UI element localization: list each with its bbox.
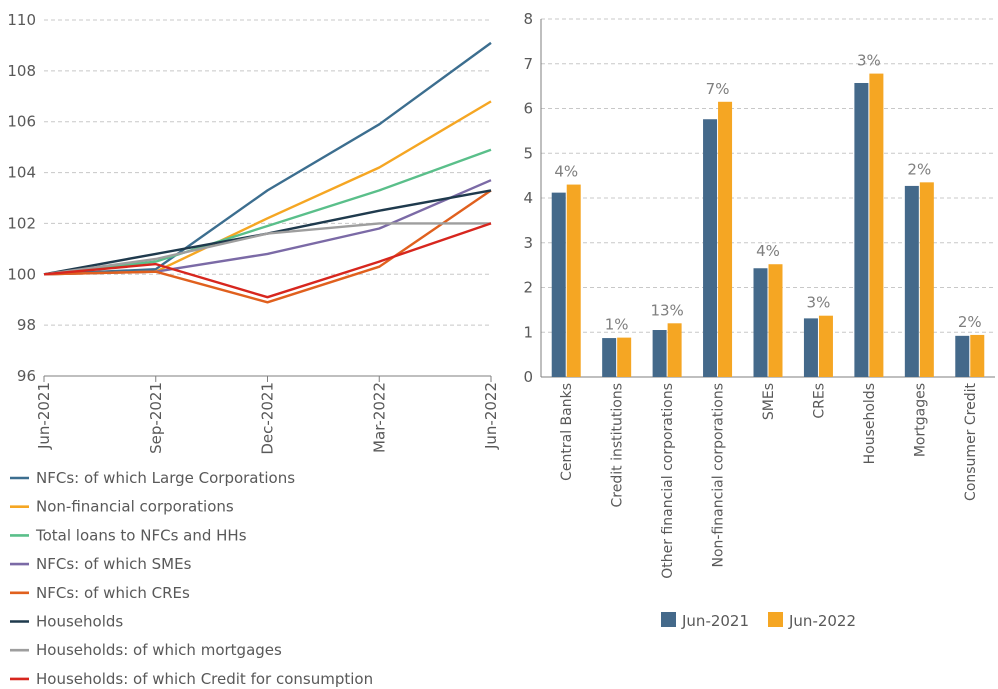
- bar-jun-2021: [803, 318, 818, 377]
- series-line-2: [43, 100, 492, 276]
- bar-jun-2022: [869, 73, 884, 377]
- y-tick-label: 96: [17, 367, 36, 385]
- y-tick-label: 106: [7, 113, 36, 131]
- series-line-7: [43, 222, 491, 276]
- legend-label: Total loans to NFCs and HHs: [35, 526, 247, 544]
- y-tick-label: 104: [7, 164, 36, 182]
- series-line-8: [43, 222, 492, 299]
- bar-jun-2021: [652, 330, 667, 377]
- bar-jun-2021: [703, 119, 718, 378]
- y-tick-label: 8: [523, 10, 533, 28]
- x-category-label: Central Banks: [559, 383, 575, 481]
- x-tick-label: Jun-2021: [35, 382, 53, 450]
- x-category-label: CREs: [811, 383, 827, 419]
- legend-label: NFCs: of which SMEs: [36, 555, 192, 573]
- series-line-1: [43, 41, 492, 276]
- legend-label: Households: [36, 613, 123, 631]
- legend-label: Households: of which mortgages: [36, 641, 282, 659]
- x-tick-label: Mar-2022: [370, 382, 388, 453]
- y-tick-label: 5: [523, 144, 533, 162]
- x-category-label: Other financial corporations: [660, 383, 676, 579]
- growth-label: 3%: [807, 294, 831, 312]
- legend-swatch: [768, 612, 783, 627]
- y-tick-label: 0: [523, 368, 533, 386]
- x-category-label: SMEs: [761, 383, 777, 420]
- growth-label: 7%: [706, 80, 730, 98]
- growth-label: 2%: [958, 313, 982, 331]
- growth-label: 13%: [650, 301, 683, 319]
- legend-swatch: [661, 612, 676, 627]
- legend-label: Jun-2021: [681, 612, 749, 630]
- x-category-label: Non-financial corporations: [711, 383, 727, 568]
- bar-jun-2022: [768, 264, 783, 377]
- x-category-label: Credit institutions: [610, 383, 626, 507]
- bar-jun-2022: [667, 323, 682, 377]
- bar-jun-2022: [718, 101, 733, 377]
- bar-jun-2022: [566, 184, 581, 377]
- growth-label: 1%: [605, 316, 629, 334]
- y-tick-label: 3: [523, 234, 533, 252]
- line-chart: 96 98 100 102 104 106 108 110 Jun-2021 Sep-2021 De…: [7, 11, 500, 688]
- y-tick-label: 7: [523, 55, 533, 73]
- bar-jun-2021: [854, 82, 869, 378]
- series-line-6: [43, 189, 492, 276]
- y-tick-label: 102: [7, 214, 36, 232]
- x-category-label: Consumer Credit: [963, 383, 979, 501]
- y-tick-label: 98: [17, 316, 36, 334]
- growth-label: 4%: [554, 163, 578, 181]
- y-tick-label: 108: [7, 62, 36, 80]
- x-category-label: Households: [862, 383, 878, 464]
- bar-jun-2022: [970, 334, 985, 377]
- x-category-label: Mortgages: [912, 383, 928, 457]
- growth-label: 3%: [857, 52, 881, 70]
- y-tick-label: 110: [7, 11, 36, 29]
- bar-jun-2021: [904, 185, 919, 377]
- x-tick-label: Sep-2021: [147, 382, 165, 454]
- bar-jun-2021: [602, 338, 617, 377]
- legend-label: NFCs: of which Large Corporations: [36, 469, 295, 487]
- series-line-5: [43, 189, 492, 304]
- bar-jun-2022: [617, 337, 632, 377]
- series-line-3: [43, 148, 492, 276]
- growth-label: 2%: [907, 160, 931, 178]
- legend-label: Non-financial corporations: [36, 498, 234, 516]
- bar-chart: 0 1 2 3 4 5 6 7 8 4% Central Banks 1% Credit institu…: [523, 10, 995, 630]
- legend-label: Households: of which Credit for consumpt…: [36, 670, 373, 688]
- growth-label: 4%: [756, 242, 780, 260]
- bar-jun-2021: [551, 192, 566, 377]
- y-tick-label: 1: [523, 323, 533, 341]
- y-tick-label: 6: [523, 100, 533, 118]
- y-tick-label: 100: [7, 265, 36, 283]
- bar-jun-2021: [753, 268, 768, 377]
- x-tick-label: Dec-2021: [259, 382, 277, 455]
- bar-jun-2022: [818, 315, 833, 377]
- x-tick-label: Jun-2022: [482, 382, 500, 450]
- y-tick-label: 2: [523, 279, 533, 297]
- legend-label: Jun-2022: [788, 612, 856, 630]
- legend-label: NFCs: of which CREs: [36, 584, 190, 602]
- bar-jun-2022: [919, 182, 934, 377]
- bar-jun-2021: [955, 335, 970, 377]
- y-tick-label: 4: [523, 189, 533, 207]
